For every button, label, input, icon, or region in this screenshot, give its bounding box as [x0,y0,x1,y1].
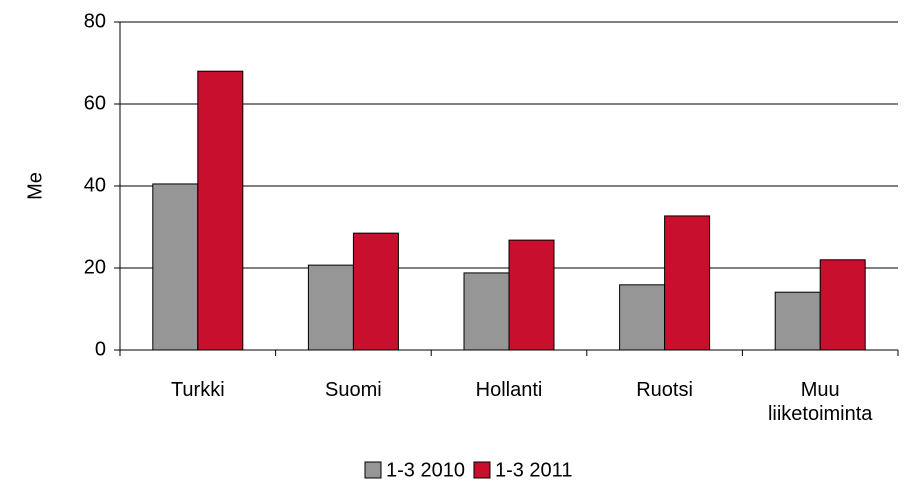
bar [197,70,244,351]
bar [664,215,711,351]
bar [774,291,821,351]
bar [307,264,354,351]
y-tick-label: 20 [84,256,106,278]
x-tick-label: Turkki [170,379,225,401]
x-tick-label: Suomi [325,379,382,401]
y-axis-label: Me [24,172,46,200]
bar [152,183,199,351]
x-tick-label: Muu liiketoiminta [767,379,873,425]
bar [352,232,399,351]
x-tick-label: Hollanti [475,379,543,401]
x-tick-label: Ruotsi [636,379,693,401]
legend-label: 1-3 2010 [386,459,465,481]
bar [463,272,510,351]
y-tick-label: 40 [84,174,106,196]
legend-label: 1-3 2011 [495,459,572,481]
y-tick-label: 80 [84,10,106,32]
legend-swatch [364,461,382,479]
bar [508,239,555,351]
bar [819,259,866,351]
y-tick-label: 60 [84,92,106,114]
bar [619,284,666,351]
legend-swatch [473,461,491,479]
y-tick-label: 0 [95,338,106,360]
